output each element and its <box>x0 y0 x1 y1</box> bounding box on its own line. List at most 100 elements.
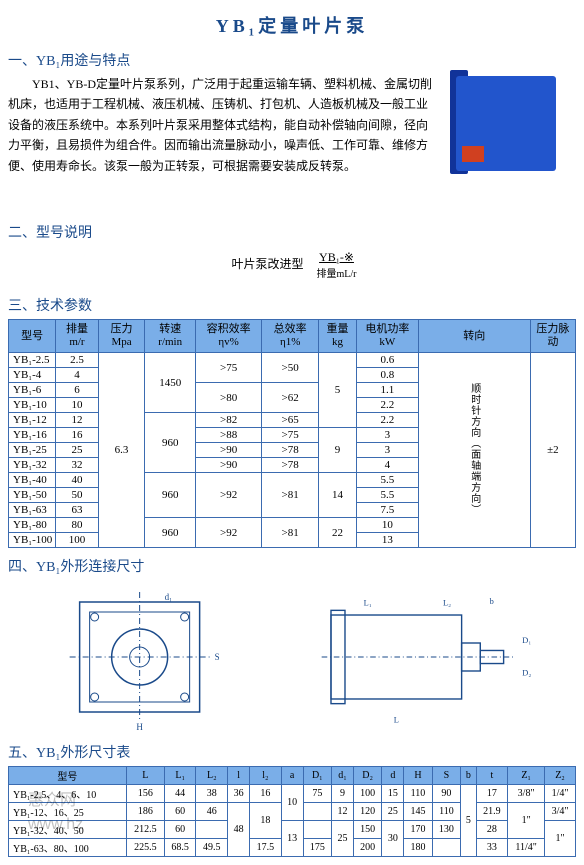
cell: 3/8" <box>508 785 545 803</box>
cell: 12 <box>332 803 354 821</box>
cell: 48 <box>228 803 250 857</box>
cell: 1450 <box>145 353 196 413</box>
cell: 200 <box>353 839 381 857</box>
svg-text:b: b <box>490 597 494 606</box>
cell: 1" <box>545 821 576 857</box>
th: d₁ <box>332 767 354 785</box>
th: D₁ <box>303 767 331 785</box>
cell: YB₁-16 <box>9 428 56 443</box>
cell: 1/4" <box>545 785 576 803</box>
th: Z₁ <box>508 767 545 785</box>
cell: 25 <box>332 821 354 857</box>
cell: 10 <box>281 785 303 821</box>
th-speed: 转速 r/min <box>145 320 196 353</box>
cell: 13 <box>356 533 418 548</box>
cell: >90 <box>195 443 261 458</box>
cell: 22 <box>319 518 357 548</box>
cell: 5 <box>461 785 476 857</box>
cell: 7.5 <box>356 503 418 518</box>
cell: YB₁-32 <box>9 458 56 473</box>
section-2-heading: 二、型号说明 <box>8 222 576 242</box>
svg-text:H: H <box>137 722 144 732</box>
cell: 170 <box>404 821 432 839</box>
cell: >50 <box>262 353 319 383</box>
th: L₂ <box>196 767 228 785</box>
cell: >92 <box>195 518 261 548</box>
th: d <box>382 767 404 785</box>
table-row: YB₁-2.52.5 6.3 1450 >75 >50 5 0.6 顺时针方向（… <box>9 353 576 368</box>
cell: 1.1 <box>356 383 418 398</box>
cell: YB₁-100 <box>9 533 56 548</box>
th: t <box>476 767 508 785</box>
cell: 4 <box>56 368 98 383</box>
cell: 130 <box>432 821 460 839</box>
cell: >90 <box>195 458 261 473</box>
cell: 38 <box>196 785 228 803</box>
cell: >92 <box>195 473 261 518</box>
cell: 5.5 <box>356 473 418 488</box>
cell: >75 <box>195 353 261 383</box>
cell: >75 <box>262 428 319 443</box>
th: L₁ <box>164 767 196 785</box>
th-press: 压力 Mpa <box>98 320 145 353</box>
intro-block: YB1、YB-D定量叶片泵系列，广泛用于起重运输车辆、塑料机械、金属切削机床，也… <box>8 74 576 214</box>
cell: 145 <box>404 803 432 821</box>
th: D₂ <box>353 767 381 785</box>
cell: 17.5 <box>250 839 282 857</box>
cell: 30 <box>382 821 404 857</box>
cell: 110 <box>404 785 432 803</box>
cell: 0.8 <box>356 368 418 383</box>
cell: 50 <box>56 488 98 503</box>
svg-text:S: S <box>215 652 220 662</box>
cell: >78 <box>262 458 319 473</box>
th: b <box>461 767 476 785</box>
cell: 32 <box>56 458 98 473</box>
cell: 960 <box>145 413 196 473</box>
th-nv: 容积效率 ηv% <box>195 320 261 353</box>
cell: 33 <box>476 839 508 857</box>
th-nt: 总效率 η1% <box>262 320 319 353</box>
cell: 13 <box>281 821 303 857</box>
table-row: YB₁-32、40、50 212.5 60 13 25 150 30 170 1… <box>9 821 576 839</box>
cell <box>196 821 228 839</box>
th: L <box>126 767 164 785</box>
th: Z₂ <box>545 767 576 785</box>
cell: 40 <box>56 473 98 488</box>
cell: YB₁-6 <box>9 383 56 398</box>
cell: 186 <box>126 803 164 821</box>
th: a <box>281 767 303 785</box>
cell: YB₁-2.5 <box>9 353 56 368</box>
cell: 120 <box>353 803 381 821</box>
cell: 11/4" <box>508 839 545 857</box>
cell: YB₁-40 <box>9 473 56 488</box>
cell: YB₁-25 <box>9 443 56 458</box>
cell: 18 <box>250 803 282 839</box>
cell: 12 <box>56 413 98 428</box>
cell: 6 <box>56 383 98 398</box>
cell: 100 <box>56 533 98 548</box>
cell: 110 <box>432 803 460 821</box>
cell: 3/4" <box>545 803 576 821</box>
cell-rotation: 顺时针方向（面轴端方向） <box>418 353 530 548</box>
dimension-drawings: H S d₁ L L₁ L₂ D₁ D₂ b <box>8 582 576 732</box>
cell: 225.5 <box>126 839 164 857</box>
th: H <box>404 767 432 785</box>
cell: 0.6 <box>356 353 418 368</box>
cell: 2.2 <box>356 398 418 413</box>
cell: YB₁-4 <box>9 368 56 383</box>
cell: 21.9 <box>476 803 508 821</box>
th: l₂ <box>250 767 282 785</box>
svg-text:L₁: L₁ <box>364 599 372 608</box>
cell: YB₁-12 <box>9 413 56 428</box>
cell: 175 <box>303 839 331 857</box>
cell: 212.5 <box>126 821 164 839</box>
cell: >65 <box>262 413 319 428</box>
model-right-label: 排量mL/r <box>317 269 357 280</box>
svg-text:L₂: L₂ <box>443 599 451 608</box>
cell: >88 <box>195 428 261 443</box>
cell: YB₁-50 <box>9 488 56 503</box>
th: S <box>432 767 460 785</box>
cell: 9 <box>332 785 354 803</box>
cell: 80 <box>56 518 98 533</box>
cell: 60 <box>164 803 196 821</box>
